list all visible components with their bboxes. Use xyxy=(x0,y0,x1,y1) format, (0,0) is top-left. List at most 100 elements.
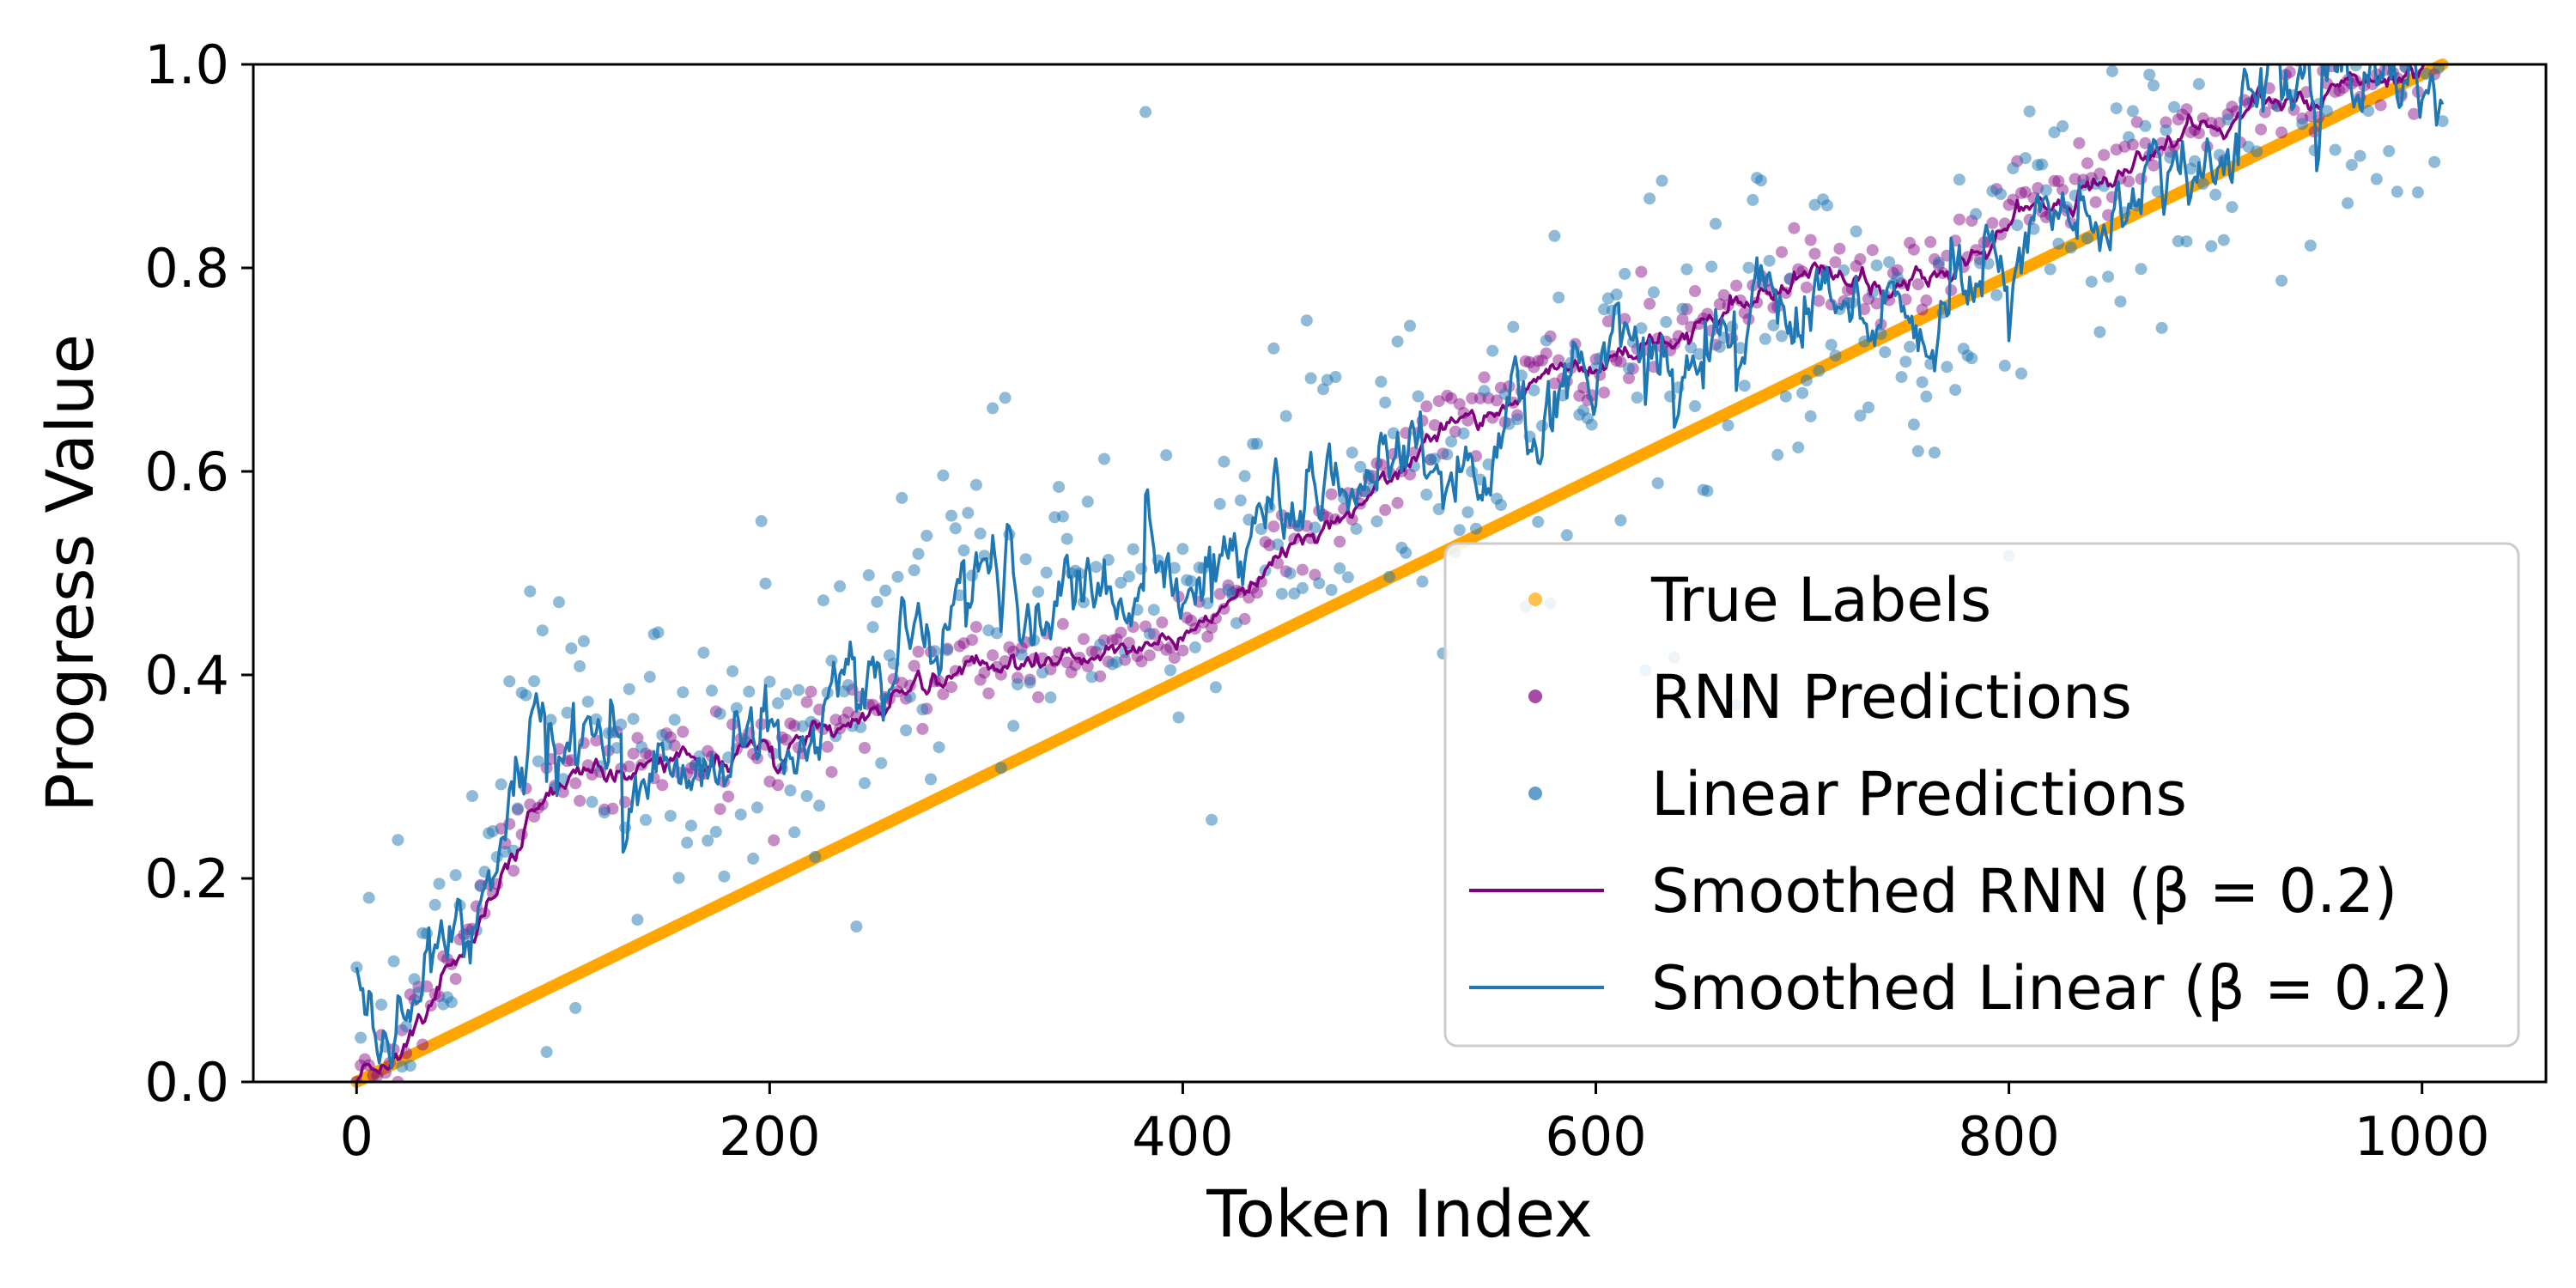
rnn-prediction-point xyxy=(677,726,690,738)
rnn-prediction-point xyxy=(825,766,838,779)
linear-prediction-point xyxy=(2366,0,2379,8)
rnn-prediction-point xyxy=(763,775,776,788)
rnn-prediction-point xyxy=(2089,196,2102,209)
rnn-prediction-point xyxy=(1185,614,1198,627)
linear-prediction-point xyxy=(1404,319,1416,332)
rnn-prediction-point xyxy=(2421,39,2433,52)
linear-prediction-point xyxy=(643,671,656,683)
linear-prediction-point xyxy=(793,683,805,696)
linear-prediction-point xyxy=(859,777,871,790)
linear-prediction-point xyxy=(1713,341,1726,354)
linear-prediction-point xyxy=(569,1001,582,1014)
linear-prediction-point xyxy=(1400,546,1413,559)
linear-prediction-point xyxy=(1218,455,1230,468)
rnn-prediction-point xyxy=(714,803,726,816)
rnn-prediction-point xyxy=(896,677,908,690)
linear-prediction-point xyxy=(375,999,388,1011)
rnn-prediction-point xyxy=(1899,293,1912,306)
linear-prediction-point xyxy=(2213,149,2226,161)
linear-prediction-point xyxy=(809,850,822,863)
linear-prediction-point xyxy=(2177,7,2189,19)
linear-prediction-point xyxy=(879,584,892,597)
rnn-prediction-point xyxy=(507,865,520,878)
rnn-prediction-point xyxy=(1730,279,1743,292)
rnn-prediction-point xyxy=(2433,46,2445,58)
rnn-prediction-point xyxy=(1428,419,1441,432)
linear-prediction-point xyxy=(503,675,516,688)
rnn-prediction-point xyxy=(2069,173,2081,185)
rnn-prediction-point xyxy=(2362,50,2374,62)
linear-prediction-point xyxy=(743,685,756,698)
linear-prediction-point xyxy=(677,686,690,699)
rnn-prediction-point xyxy=(2052,175,2065,187)
rnn-prediction-point xyxy=(1532,355,1545,368)
linear-prediction-point xyxy=(433,878,446,890)
linear-prediction-point xyxy=(631,914,644,927)
rnn-prediction-point xyxy=(1573,389,1586,402)
linear-prediction-point xyxy=(1705,260,1718,273)
linear-prediction-point xyxy=(1209,681,1222,694)
linear-prediction-point xyxy=(1548,229,1561,242)
rnn-prediction-point xyxy=(1738,307,1751,319)
linear-prediction-point xyxy=(1759,332,1771,345)
rnn-prediction-point xyxy=(1619,313,1631,325)
rnn-prediction-point xyxy=(1325,488,1338,501)
linear-prediction-point xyxy=(2036,158,2049,171)
linear-prediction-point xyxy=(1346,447,1358,459)
rnn-prediction-point xyxy=(974,673,987,686)
linear-prediction-point xyxy=(1870,259,1883,272)
linear-prediction-point xyxy=(1771,448,1784,461)
linear-prediction-point xyxy=(586,795,598,808)
x-tick-label: 800 xyxy=(1958,1105,2059,1168)
linear-prediction-point xyxy=(1098,453,1110,465)
linear-prediction-point xyxy=(656,729,669,741)
linear-prediction-point xyxy=(2168,100,2180,113)
linear-prediction-point xyxy=(1710,217,1722,230)
linear-prediction-point xyxy=(1486,344,1499,357)
rnn-prediction-point xyxy=(1986,216,1999,229)
linear-prediction-point xyxy=(2416,25,2428,37)
linear-prediction-point xyxy=(714,708,726,720)
linear-prediction-point xyxy=(2044,263,2057,276)
linear-prediction-point xyxy=(1532,515,1545,528)
legend-marker xyxy=(1528,592,1542,606)
rnn-prediction-point xyxy=(1131,650,1144,662)
rnn-prediction-point xyxy=(1870,297,1883,310)
linear-prediction-point xyxy=(2251,145,2263,158)
linear-prediction-point xyxy=(1619,267,1631,280)
rnn-prediction-point xyxy=(945,681,957,694)
rnn-prediction-point xyxy=(416,1038,429,1051)
smoothed-linear-line xyxy=(355,64,2445,1070)
linear-prediction-point xyxy=(519,689,532,702)
linear-prediction-point xyxy=(755,514,768,527)
rnn-prediction-point xyxy=(1904,236,1917,249)
linear-prediction-point xyxy=(2143,69,2156,81)
linear-prediction-point xyxy=(747,852,760,865)
rnn-prediction-point xyxy=(1081,660,1094,672)
rnn-prediction-point xyxy=(2403,38,2415,50)
linear-prediction-point xyxy=(623,683,635,696)
linear-prediction-point xyxy=(1899,355,1912,368)
rnn-prediction-point xyxy=(2180,103,2193,116)
linear-prediction-point xyxy=(734,808,747,821)
linear-prediction-point xyxy=(1350,522,1363,535)
linear-prediction-point xyxy=(788,826,801,839)
linear-prediction-point xyxy=(2126,105,2139,118)
rnn-prediction-point xyxy=(2226,100,2239,113)
linear-prediction-point xyxy=(1825,338,1838,351)
linear-prediction-point xyxy=(1647,286,1660,299)
linear-prediction-point xyxy=(2039,184,2052,197)
linear-prediction-point xyxy=(664,810,677,823)
linear-prediction-point xyxy=(425,1142,437,1154)
rnn-prediction-point xyxy=(784,717,797,730)
linear-prediction-point xyxy=(928,645,941,658)
rnn-prediction-point xyxy=(1540,347,1552,360)
linear-prediction-point xyxy=(2081,232,2093,245)
linear-prediction-point xyxy=(1375,375,1388,388)
linear-prediction-point xyxy=(2085,276,2098,289)
linear-prediction-point xyxy=(1251,437,1263,450)
linear-prediction-point xyxy=(945,509,957,522)
linear-prediction-point xyxy=(2342,197,2354,210)
rnn-prediction-point xyxy=(1713,298,1726,311)
smoothed-lines xyxy=(355,64,2445,1082)
